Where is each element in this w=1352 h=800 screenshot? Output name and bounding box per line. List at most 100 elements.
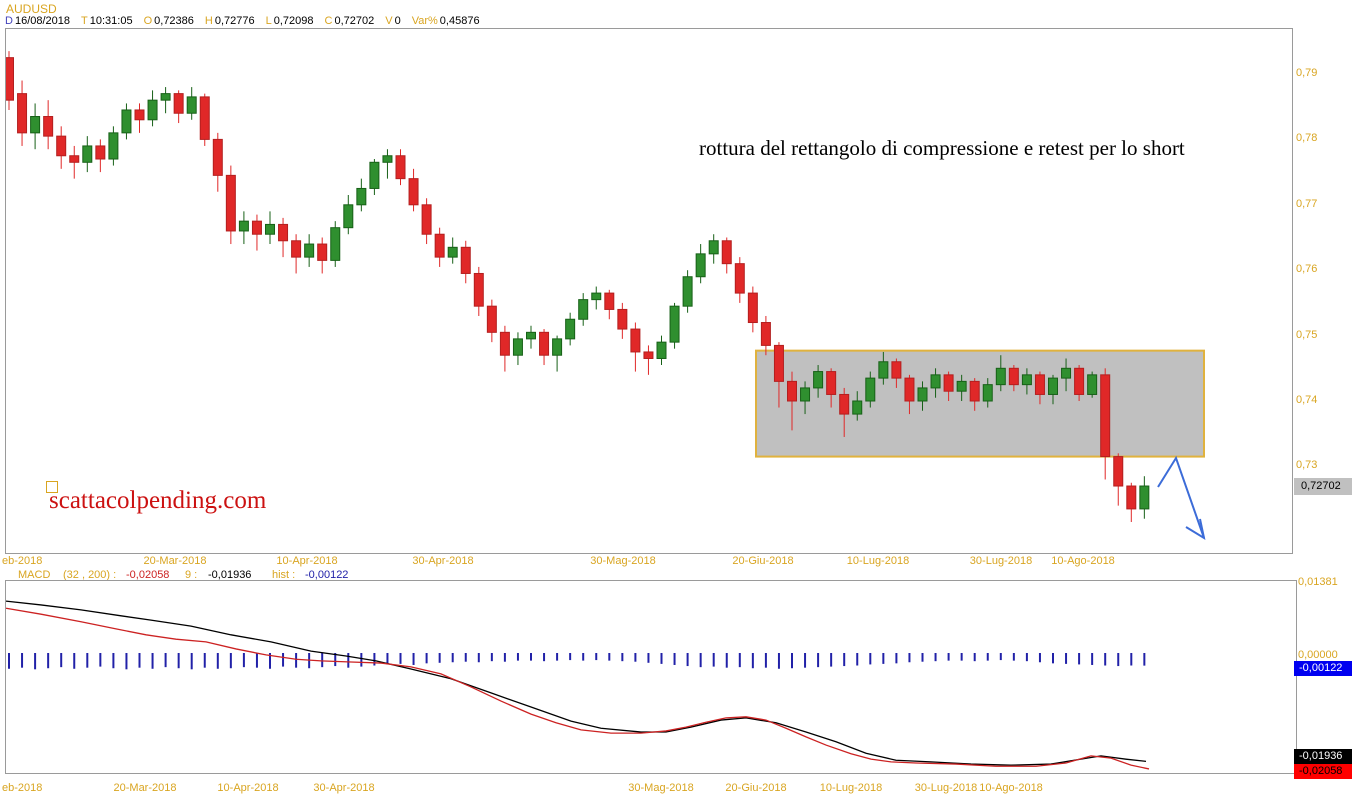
macd-y-top-label: 0,01381 [1298,576,1338,588]
breakout-arrowhead [1185,518,1206,541]
watermark-text: scattacolpending.com [49,487,267,514]
candle-body [891,361,902,379]
info-field-label: H [204,15,213,27]
candle-body [186,96,197,114]
macd-chart-canvas[interactable] [6,581,1296,773]
candle-body [251,220,262,235]
candle-body [708,240,719,255]
candle-body [121,109,132,134]
candle-body [199,96,210,140]
candle-body [225,174,236,232]
macd-signal-value: -0,01936 [208,569,252,581]
candle-body [330,227,341,261]
time-axis-label: eb-2018 [2,782,43,794]
macd-hist-value: -0,00122 [305,569,349,581]
info-field-label: L [265,15,272,27]
info-field-label: D [5,15,13,27]
candle-body [982,384,993,402]
candle-body [695,253,706,278]
candle-body [747,292,758,324]
info-field-value: 10:31:05 [89,15,133,27]
time-axis-label: 10-Lug-2018 [846,555,910,567]
time-axis-label: 10-Lug-2018 [819,782,883,794]
candle-body [212,138,223,176]
macd-params: (32 , 200) : [63,569,117,581]
info-field-value: 0,72702 [334,15,375,27]
info-field-value: 0 [394,15,401,27]
candle-body [760,322,771,346]
price-axis-label: 0,76 [1296,263,1318,276]
candle-body [343,204,354,229]
candle-body [995,367,1006,386]
candle-body [852,400,863,415]
candle-body [421,204,432,235]
time-axis-label: 30-Apr-2018 [412,555,474,567]
time-axis-label: 10-Apr-2018 [217,782,279,794]
price-axis-label: 0,79 [1296,67,1318,79]
candle-body [408,178,419,206]
candle-body [291,240,302,258]
candle-body [539,331,550,356]
time-axis-label: 30-Mag-2018 [628,782,694,794]
candle-body [473,272,484,307]
macd-32-200-line [6,607,1150,770]
candle-body [930,374,941,389]
candle-body [6,57,14,101]
symbol-title: AUDUSD [6,2,57,16]
price-axis-label: 0,73 [1296,459,1318,472]
candle-body [1100,374,1111,458]
candle-body [565,318,576,340]
candle-body [826,371,837,395]
candle-body [787,380,797,402]
info-field-value: 0,72098 [273,15,314,27]
candle-body [356,187,367,206]
candle-body [30,116,41,134]
macd-hist-label: hist : [272,569,296,581]
candle-body [395,155,406,180]
candle-body [1113,456,1124,487]
macd-y-zero-label: 0,00000 [1298,649,1338,661]
compression-rectangle[interactable] [755,349,1205,458]
candle-body [486,305,497,333]
chart-annotation-text: rottura del rettangolo di compressione e… [699,136,1185,160]
time-axis-label: eb-2018 [2,555,43,567]
time-axis-label: 20-Giu-2018 [725,782,787,794]
candle-body [813,371,824,389]
candle-body [238,220,249,232]
candle-body [800,387,811,402]
macd-title: MACD [18,569,51,581]
time-axis-label: 30-Lug-2018 [914,782,978,794]
macd-value-badge: -0,00122 [1294,661,1352,676]
info-field-label: C [324,15,333,27]
candle-body [969,380,980,402]
candle-body [526,331,536,340]
time-axis-label: 10-Apr-2018 [276,555,338,567]
info-field-label: V [385,15,393,27]
breakout-arrow[interactable] [1157,455,1205,539]
time-axis-label: 20-Giu-2018 [732,555,794,567]
current-price-badge: 0,72702 [1294,478,1352,495]
candle-body [1074,367,1085,395]
candle-body [147,99,158,121]
macd-panel [5,580,1297,774]
info-field-label: Var% [411,15,438,27]
candle-body [878,361,889,379]
macd-value-badge: -0,01936 [1294,749,1352,764]
candle-body [56,135,67,157]
info-field-label: T [81,15,88,27]
macd-indicator-label: MACD (32 , 200) : -0,02058 9 : -0,01936 … [0,569,1352,581]
ohlc-info-row: D 16/08/2018 T 10:31:05 O 0,72386 H 0,72776 L 0,7… [5,15,491,27]
price-axis-label: 0,78 [1296,132,1318,145]
candle-body [317,243,328,261]
candle-body [552,338,563,356]
price-chart-canvas[interactable] [6,29,1292,553]
info-field-value: 0,45876 [439,15,480,27]
price-axis-label: 0,75 [1296,328,1318,341]
candle-body [434,233,445,258]
info-field-label: O [143,15,153,27]
candle-body [447,246,458,258]
candle-body [721,240,732,265]
candle-body [604,292,615,310]
price-chart-panel [5,28,1293,554]
candle-body [108,132,119,160]
